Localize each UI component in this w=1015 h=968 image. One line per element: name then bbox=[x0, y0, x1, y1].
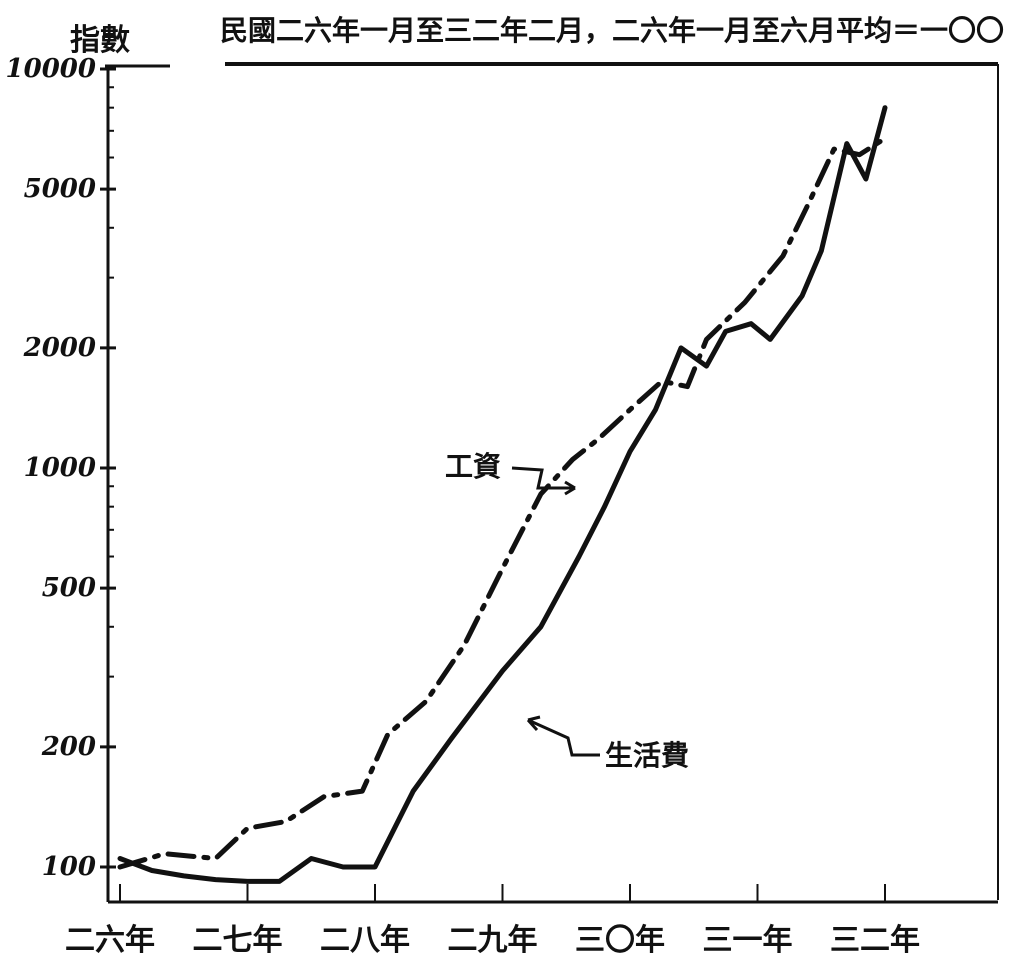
x-tick-label: 二八年 bbox=[320, 923, 410, 958]
y-tick-label: 10000 bbox=[6, 54, 96, 84]
y-tick-label: 200 bbox=[41, 732, 96, 762]
y-ticks: 100 200 500 1000 2000 5000 10000 bbox=[6, 54, 116, 882]
y-tick-label: 2000 bbox=[23, 333, 96, 363]
annotation-living-cost-arrow bbox=[526, 715, 600, 757]
x-tick-label: 二九年 bbox=[448, 923, 538, 958]
x-tick-label: 二六年 bbox=[65, 923, 155, 958]
series-line-wage bbox=[117, 135, 888, 870]
y-tick-label: 500 bbox=[42, 573, 96, 603]
y-tick-label: 5000 bbox=[24, 174, 96, 204]
x-tick-label: 三一年 bbox=[703, 923, 793, 958]
annotation-living-cost-label: 生活費 bbox=[605, 739, 689, 772]
annotation-wage-arrow bbox=[511, 466, 576, 496]
y-tick-label: 100 bbox=[42, 852, 96, 882]
annotation-wage: 工資 bbox=[445, 450, 576, 496]
y-tick-label: 1000 bbox=[24, 453, 96, 483]
chart-title: 民國二六年一月至三二年二月，二六年一月至六月平均＝一〇〇 bbox=[220, 14, 1004, 47]
x-tick-label: 三二年 bbox=[830, 923, 920, 958]
series-lines bbox=[117, 105, 888, 884]
x-ticks: 二六年 二七年 二八年 二九年 三〇年 三一年 三二年 bbox=[65, 884, 920, 958]
y-axis-label: 指數 bbox=[70, 23, 130, 58]
series-line-living-cost bbox=[117, 105, 888, 884]
annotation-living-cost: 生活費 bbox=[526, 715, 689, 772]
x-tick-label: 二七年 bbox=[193, 923, 283, 958]
x-tick-label: 三〇年 bbox=[575, 923, 665, 958]
annotation-wage-label: 工資 bbox=[445, 450, 501, 483]
